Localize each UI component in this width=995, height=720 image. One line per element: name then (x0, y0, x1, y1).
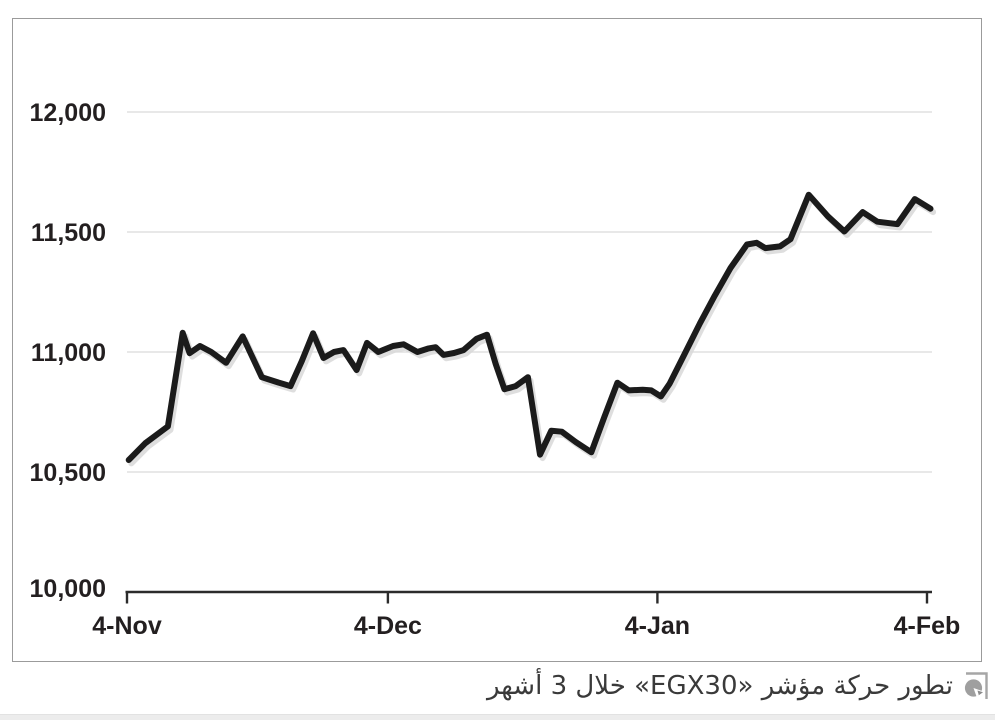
y-axis-label: 11,000 (31, 339, 106, 367)
bottom-divider (0, 714, 995, 720)
chart-caption: تطور حركة مؤشر «EGX30» خلال 3 أشهر (487, 664, 990, 708)
x-axis-label: 4-Feb (894, 612, 961, 640)
x-axis-label: 4-Nov (92, 612, 162, 640)
egx30-series-line (125, 191, 934, 463)
caption-text: تطور حركة مؤشر «EGX30» خلال 3 أشهر (486, 671, 953, 701)
y-axis-label: 10,000 (30, 575, 106, 603)
x-axis-label: 4-Dec (354, 612, 422, 640)
chart-frame (12, 18, 982, 662)
y-axis-label: 10,500 (30, 459, 106, 487)
y-axis-label: 11,500 (31, 219, 106, 247)
x-axis-label: 4-Jan (625, 612, 690, 640)
y-axis-label: 12,000 (30, 99, 106, 127)
infographic-chart-icon (962, 670, 990, 702)
